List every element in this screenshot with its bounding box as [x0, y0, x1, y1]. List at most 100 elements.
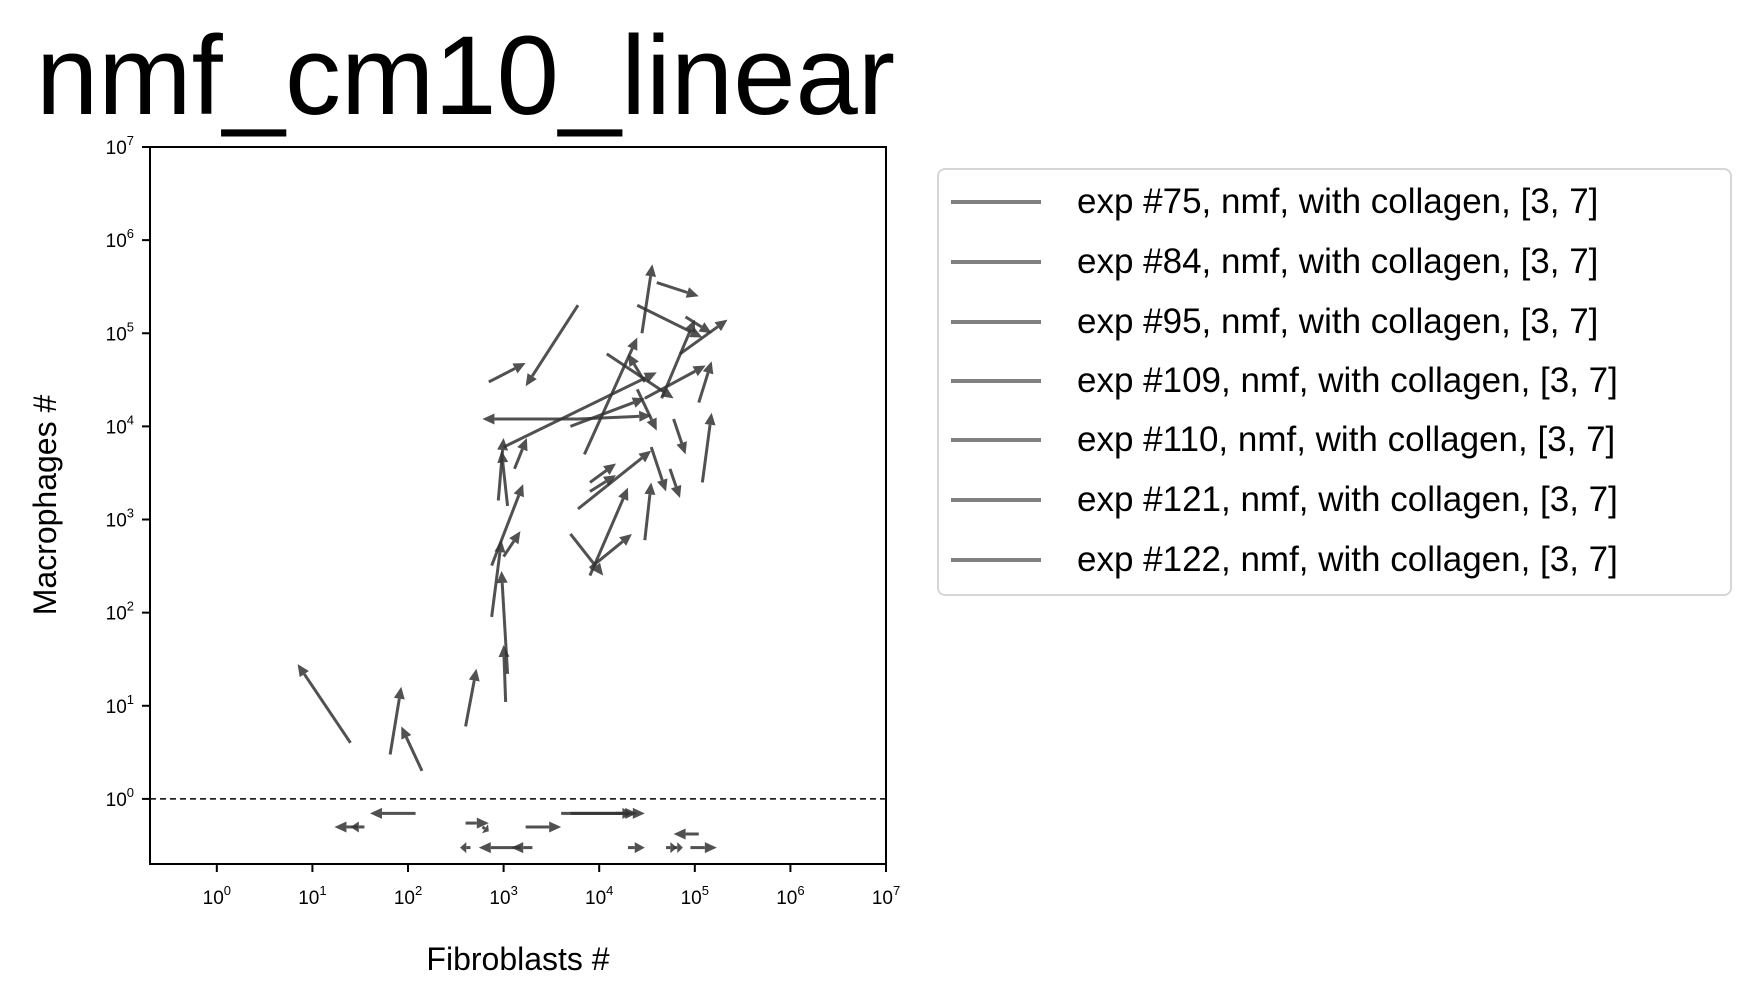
arrow-shaft [605, 352, 665, 393]
arrow-shaft [569, 533, 597, 568]
trajectory-arrow [464, 668, 480, 727]
legend-label: exp #95, nmf, with collagen, [3, 7] [1077, 302, 1599, 341]
legend-label: exp #121, nmf, with collagen, [3, 7] [1077, 480, 1618, 519]
trajectory-arrow [679, 319, 728, 356]
trajectory-arrow [640, 264, 657, 334]
arrow-shaft [577, 414, 640, 421]
trajectory-arrow [588, 533, 632, 570]
arrow-shaft [697, 372, 710, 404]
arrow-shaft [632, 363, 647, 383]
trajectory-arrow [401, 726, 424, 772]
y-tick-label: 101 [106, 692, 134, 718]
arrow-head [644, 482, 656, 495]
arrow-head [676, 441, 687, 455]
x-tick-label: 106 [776, 883, 804, 909]
trajectory-arrow [644, 365, 706, 400]
arrow-head [482, 413, 495, 425]
trajectory-arrow [673, 842, 683, 854]
arrow-head [702, 361, 714, 375]
legend-item: exp #75, nmf, with collagen, [3, 7] [951, 182, 1598, 222]
arrow-shaft [649, 446, 664, 481]
trajectory-arrow [511, 842, 533, 854]
arrow-shaft [490, 494, 521, 567]
legend-label: exp #75, nmf, with collagen, [3, 7] [1077, 182, 1599, 221]
legend-line-swatch [951, 438, 1041, 442]
arrow-head [496, 571, 508, 584]
arrow-shaft [500, 582, 510, 674]
trajectory-arrow [525, 304, 580, 387]
legend-item: exp #95, nmf, with collagen, [3, 7] [951, 302, 1598, 342]
y-tick-label: 107 [106, 133, 134, 159]
arrow-shaft [672, 418, 684, 444]
arrow-shaft [502, 376, 647, 449]
legend: exp #75, nmf, with collagen, [3, 7] exp … [937, 168, 1732, 596]
legend-line-swatch [951, 558, 1041, 562]
trajectory-arrow [482, 413, 579, 425]
legend-line-swatch [951, 320, 1041, 324]
y-axis-label: Macrophages # [27, 395, 63, 616]
legend-item: exp #110, nmf, with collagen, [3, 7] [951, 420, 1615, 460]
trajectory-arrow [684, 315, 712, 334]
arrow-shaft [640, 275, 653, 334]
y-tick-label: 100 [106, 785, 134, 811]
arrow-head [297, 664, 309, 678]
trajectory-arrow [673, 828, 699, 840]
arrow-head [657, 478, 668, 492]
x-tick-label: 107 [872, 883, 900, 909]
x-tick-label: 103 [489, 883, 517, 909]
legend-line-swatch [951, 260, 1041, 264]
trajectory-arrow [697, 361, 714, 404]
trajectory-arrow [460, 842, 471, 854]
legend-label: exp #84, nmf, with collagen, [3, 7] [1077, 242, 1599, 281]
arrow-shaft [700, 424, 712, 483]
y-tick-label: 103 [106, 506, 134, 532]
legend-item: exp #122, nmf, with collagen, [3, 7] [951, 540, 1618, 580]
trajectory-arrow [525, 821, 562, 833]
arrow-shaft [464, 680, 476, 727]
legend-label: exp #110, nmf, with collagen, [3, 7] [1077, 420, 1616, 459]
arrow-head [670, 484, 682, 499]
arrow-head [478, 842, 491, 854]
arrow-head [401, 726, 412, 740]
arrow-head [685, 287, 699, 298]
trajectory-arrow [465, 817, 489, 829]
x-tick-label: 104 [585, 883, 613, 909]
y-tick-label: 106 [106, 226, 134, 252]
trajectory-arrow [502, 531, 521, 558]
arrow-shaft [490, 551, 502, 618]
legend-line-swatch [951, 200, 1041, 204]
arrow-head [481, 824, 489, 834]
arrow-shaft [589, 469, 608, 484]
x-tick-label: 100 [203, 883, 231, 909]
arrow-head [619, 533, 632, 546]
x-tick-label: 102 [394, 883, 422, 909]
arrow-head [645, 264, 657, 277]
arrow-head [638, 450, 652, 463]
arrow-head [476, 817, 489, 829]
arrow-shaft [502, 540, 516, 558]
trajectory-arrow [636, 303, 703, 338]
legend-label: exp #109, nmf, with collagen, [3, 7] [1077, 361, 1618, 400]
arrow-shaft [502, 656, 508, 702]
trajectory-arrow [369, 807, 416, 819]
arrow-head [512, 362, 526, 374]
trajectory-arrow [668, 468, 682, 499]
trajectory-arrow [649, 446, 668, 492]
arrow-head [468, 668, 480, 682]
arrow-head [704, 412, 716, 426]
trajectory-arrow [488, 362, 526, 384]
arrow-head [673, 828, 686, 840]
arrow-head [638, 410, 652, 422]
arrow-shaft [513, 448, 524, 470]
arrow-shaft [481, 825, 486, 830]
arrow-shaft [404, 736, 424, 772]
arrow-head [549, 821, 562, 833]
trajectory-arrow [589, 463, 617, 484]
arrow-shaft [636, 303, 693, 334]
trajectory-arrow [690, 842, 717, 854]
arrow-head [393, 686, 405, 700]
arrow-head [677, 842, 683, 854]
arrow-head [632, 807, 645, 819]
plot-frame [149, 146, 887, 865]
